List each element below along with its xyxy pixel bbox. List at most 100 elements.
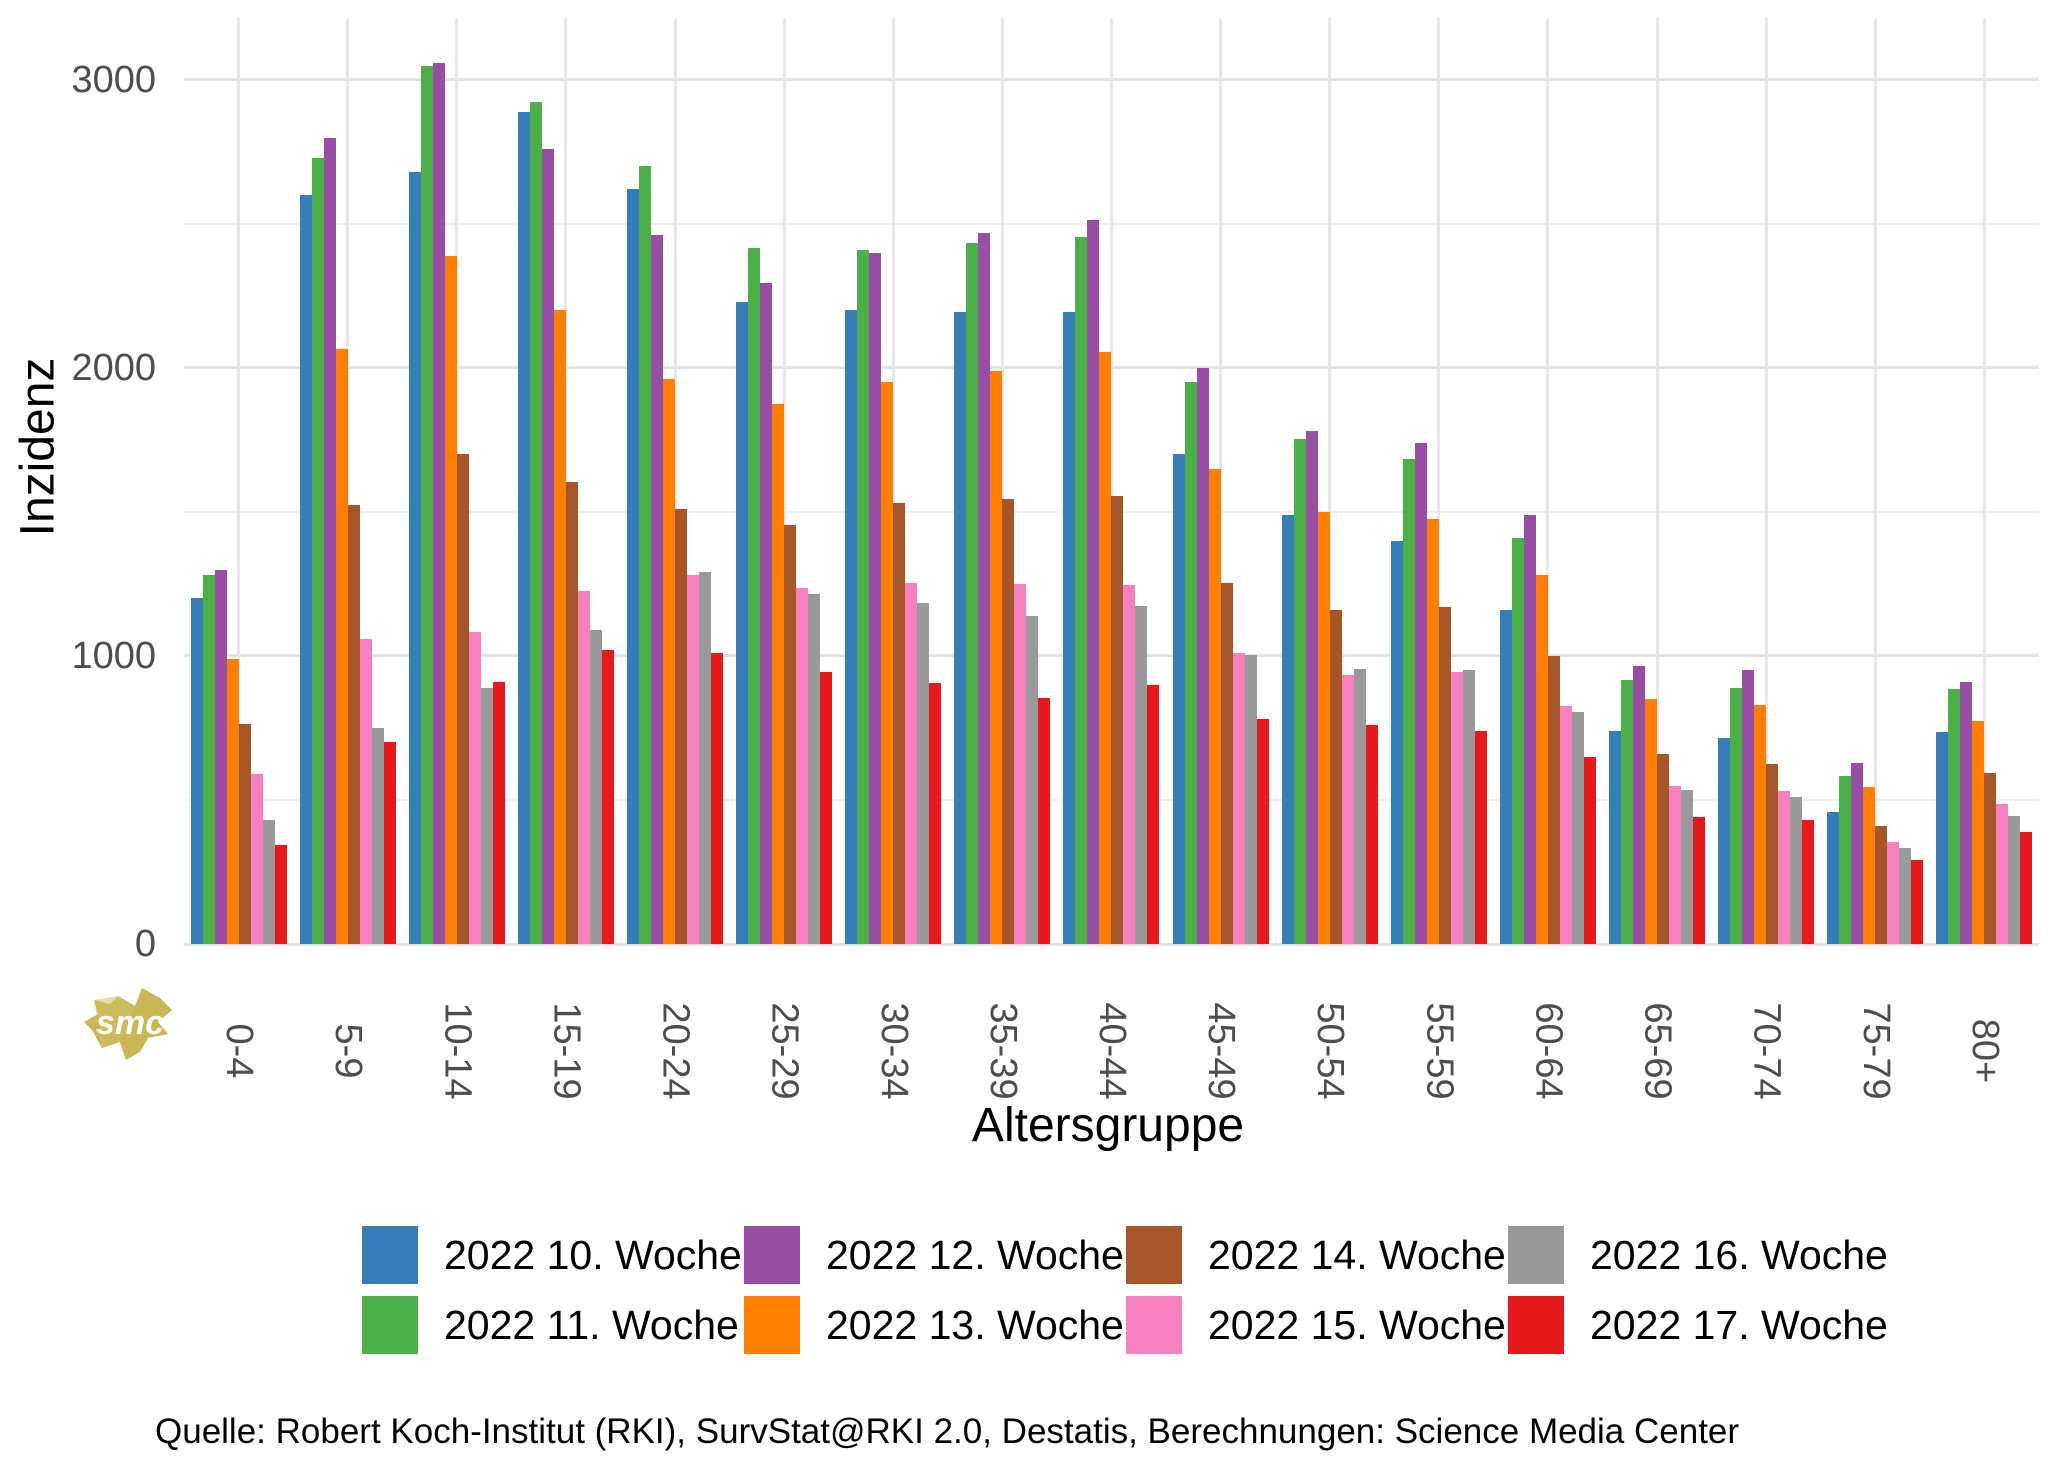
bar xyxy=(808,594,821,944)
bar xyxy=(1972,720,1985,944)
x-tick-label: 40-44 xyxy=(1091,1002,1133,1100)
bar xyxy=(1014,583,1027,944)
gridline-vertical xyxy=(1000,18,1004,944)
bar xyxy=(1450,671,1463,944)
bar xyxy=(1778,791,1791,944)
chart-panel xyxy=(184,18,2039,946)
bar xyxy=(1063,311,1076,944)
bar-group xyxy=(511,18,620,944)
legend-swatch xyxy=(1508,1296,1564,1354)
bar xyxy=(1341,674,1354,944)
y-tick-label: 2000 xyxy=(71,346,156,389)
gridline-major xyxy=(184,942,2039,946)
bar xyxy=(905,582,918,944)
bar xyxy=(711,653,724,944)
x-tick-label: 10-14 xyxy=(436,1002,479,1100)
legend-swatch xyxy=(362,1296,418,1354)
gridline-vertical xyxy=(1873,18,1877,944)
bar xyxy=(1281,514,1294,944)
bar xyxy=(1863,787,1876,944)
bar xyxy=(1523,514,1536,944)
bar xyxy=(347,504,360,944)
gridline-vertical xyxy=(782,18,786,944)
bar xyxy=(1802,820,1815,944)
legend-swatch xyxy=(1126,1296,1182,1354)
bar xyxy=(1621,680,1634,944)
bar xyxy=(1438,607,1451,944)
bar xyxy=(1875,825,1888,944)
bar xyxy=(1474,730,1487,944)
bar xyxy=(1693,817,1706,944)
bar xyxy=(2020,831,2033,944)
x-tick-label: 55-59 xyxy=(1418,1002,1461,1100)
bar xyxy=(589,630,602,944)
legend-item: 2022 14. Woche xyxy=(1126,1220,1508,1290)
bar xyxy=(1026,615,1039,944)
x-tick-label: 65-69 xyxy=(1636,1002,1679,1100)
bar xyxy=(553,310,566,944)
bar-group xyxy=(1493,18,1602,944)
bar xyxy=(1353,668,1366,944)
bar xyxy=(990,370,1003,944)
bar xyxy=(1305,431,1318,944)
bar xyxy=(2008,815,2021,944)
bar xyxy=(1414,442,1427,944)
legend-item: 2022 15. Woche xyxy=(1126,1290,1508,1360)
bar xyxy=(383,742,396,944)
bar xyxy=(1669,785,1682,944)
gridline-vertical xyxy=(1982,18,1986,944)
bar xyxy=(456,454,469,944)
bar xyxy=(262,820,275,944)
smc-logo-facet xyxy=(94,996,135,1048)
bar xyxy=(1827,811,1840,944)
gridline-vertical xyxy=(1764,18,1768,944)
legend-label: 2022 13. Woche xyxy=(826,1301,1124,1348)
legend-swatch xyxy=(1126,1226,1182,1284)
bar-group xyxy=(839,18,948,944)
bar-group xyxy=(948,18,1057,944)
bar xyxy=(1851,762,1864,944)
bar xyxy=(1317,511,1330,944)
bar xyxy=(675,509,688,944)
bar-group xyxy=(402,18,511,944)
bar-group xyxy=(1930,18,2039,944)
legend-item: 2022 16. Woche xyxy=(1508,1220,1890,1290)
source-footer: Quelle: Robert Koch-Institut (RKI), Surv… xyxy=(155,1412,1740,1451)
bar xyxy=(1426,519,1439,944)
bar xyxy=(954,311,967,944)
bar xyxy=(1742,670,1755,944)
bar xyxy=(784,524,797,944)
bar xyxy=(1365,725,1378,944)
bar xyxy=(311,157,324,944)
bar xyxy=(1984,772,1997,944)
x-tick-label: 80+ xyxy=(1963,1018,2006,1084)
bar xyxy=(1293,438,1306,944)
legend-swatch xyxy=(744,1296,800,1354)
legend-label: 2022 15. Woche xyxy=(1208,1301,1506,1348)
smc-logo-text: smc xyxy=(96,1004,164,1042)
bar xyxy=(432,62,445,944)
bar xyxy=(893,503,906,944)
bar xyxy=(190,598,203,944)
gridline-vertical xyxy=(346,18,350,944)
bar xyxy=(1256,719,1269,944)
bar xyxy=(1329,609,1342,944)
bar xyxy=(1135,605,1148,944)
bar xyxy=(796,588,809,944)
bar xyxy=(929,683,942,944)
bar xyxy=(978,232,991,944)
x-tick-label: 0-4 xyxy=(218,1023,261,1079)
legend-label: 2022 14. Woche xyxy=(1208,1231,1506,1278)
bar xyxy=(250,774,263,944)
chart-legend: 2022 10. Woche 2022 11. Woche 2022 12. Woc… xyxy=(362,1220,1890,1360)
bar xyxy=(1645,699,1658,944)
bar xyxy=(1887,841,1900,944)
gridline-vertical xyxy=(1655,18,1659,944)
bar xyxy=(601,650,614,944)
bar xyxy=(639,166,652,944)
bar xyxy=(1766,764,1779,944)
bar xyxy=(1996,804,2009,944)
bar-group xyxy=(1821,18,1930,944)
bar xyxy=(565,481,578,944)
